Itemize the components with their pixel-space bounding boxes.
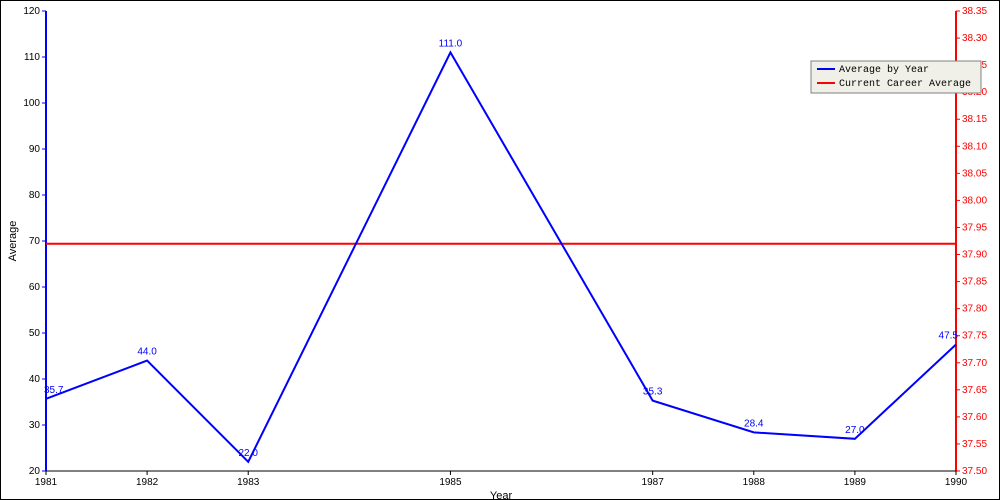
y-left-tick-label: 100: [23, 98, 40, 109]
x-tick-label: 1990: [945, 477, 968, 488]
x-axis-title: Year: [490, 490, 513, 499]
data-point-label: 47.5: [939, 331, 959, 342]
y-left-tick-label: 120: [23, 6, 40, 17]
y-right-tick-label: 38.15: [962, 114, 987, 125]
y-right-tick-label: 38.30: [962, 33, 987, 44]
y-left-tick-label: 80: [29, 190, 41, 201]
x-tick-label: 1982: [136, 477, 159, 488]
x-tick-label: 1985: [439, 477, 462, 488]
y-left-tick-label: 110: [24, 52, 40, 63]
data-point-label: 27.0: [845, 425, 865, 436]
y-left-tick-label: 20: [29, 466, 41, 477]
y-right-tick-label: 37.55: [962, 439, 987, 450]
data-point-label: 35.3: [643, 387, 663, 398]
y-left-tick-label: 70: [29, 236, 41, 247]
y-right-tick-label: 37.80: [962, 304, 987, 315]
x-tick-label: 1983: [237, 477, 260, 488]
data-point-label: 111.0: [439, 38, 463, 49]
y-left-tick-label: 90: [29, 144, 41, 155]
legend-label: Current Career Average: [839, 79, 971, 90]
data-point-label: 22.0: [238, 448, 258, 459]
chart-svg: 20 30 40 50 60 70 80 90 100 110 120 37.50 37.55 37.60…: [1, 1, 999, 499]
y-axis-left-title: Average: [7, 221, 19, 262]
y-right-tick-label: 37.95: [962, 222, 987, 233]
x-tick-label: 1988: [743, 477, 766, 488]
x-tick-label: 1987: [642, 477, 665, 488]
y-right-tick-label: 38.00: [962, 195, 987, 206]
data-point-label: 28.4: [744, 418, 764, 429]
y-right-tick-label: 37.85: [962, 277, 987, 288]
y-right-tick-label: 37.90: [962, 250, 987, 261]
y-left-tick-label: 40: [29, 374, 41, 385]
x-tick-label: 1981: [35, 477, 58, 488]
y-left-tick-label: 50: [29, 328, 41, 339]
y-right-tick-label: 37.50: [962, 466, 987, 477]
y-right-tick-label: 38.10: [962, 141, 987, 152]
y-right-tick-label: 37.65: [962, 385, 987, 396]
y-right-tick-label: 38.35: [962, 6, 987, 17]
legend-label: Average by Year: [839, 64, 929, 76]
y-left-tick-label: 30: [29, 420, 41, 431]
y-right-tick-label: 37.75: [962, 331, 987, 342]
y-right-tick-label: 37.70: [962, 358, 987, 369]
data-point-label: 44.0: [137, 347, 157, 358]
data-point-label: 35.7: [44, 385, 64, 396]
y-left-tick-label: 60: [29, 282, 41, 293]
y-right-tick-label: 38.05: [962, 168, 987, 179]
x-tick-label: 1989: [844, 477, 867, 488]
chart-container: 20 30 40 50 60 70 80 90 100 110 120 37.50 37.55 37.60…: [0, 0, 1000, 500]
average-by-year-line: [46, 52, 956, 461]
y-right-tick-label: 37.60: [962, 412, 987, 423]
